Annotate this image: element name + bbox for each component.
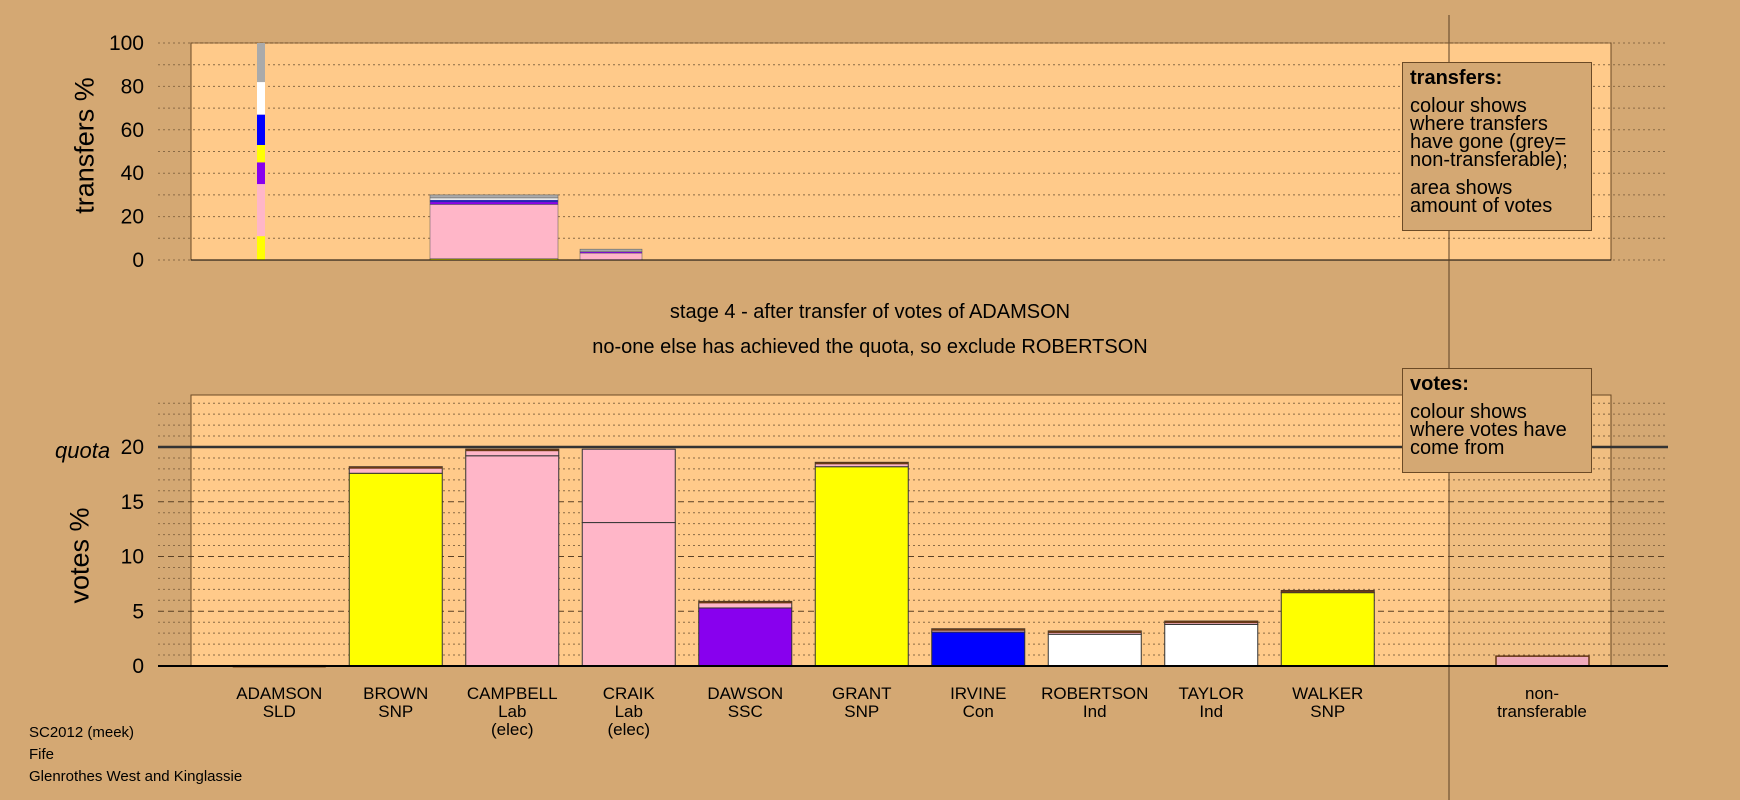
vote-bar-topline: [465, 449, 559, 452]
transfer-block-segment: [429, 197, 559, 201]
candidate-label: WALKER SNP: [1292, 684, 1364, 721]
transfer-source-segment: [257, 236, 265, 260]
transfer-source-segment: [257, 82, 265, 115]
transfer-block-segment: [579, 248, 643, 253]
stage-title: stage 4 - after transfer of votes of ADA…: [669, 301, 1071, 323]
transfers-axis-title: transfers %: [69, 77, 100, 214]
transfers-tick-label: 0: [132, 249, 144, 272]
transfer-block-segment: [429, 194, 559, 199]
transfers-tick-label: 100: [109, 32, 144, 55]
candidate-label: TAYLOR Ind: [1178, 684, 1245, 721]
vote-bar-base: [348, 472, 443, 667]
transfer-source-segment: [257, 43, 265, 83]
vote-bar-topline: [1164, 621, 1258, 624]
transfers-legend-line1: colour shows where transfers have gone (…: [1410, 95, 1568, 171]
votes-legend-title: votes:: [1410, 373, 1469, 395]
votes-tick-label: 15: [121, 491, 144, 514]
transfer-source-segment: [257, 184, 265, 237]
candidate-label: IRVINE Con: [950, 684, 1007, 721]
transfers-tick-label: 40: [121, 162, 144, 185]
transfer-block-segment: [429, 201, 559, 205]
candidate-label: DAWSON SSC: [707, 684, 784, 721]
quota-label: quota: [55, 438, 111, 463]
transfers-legend: transfers: colour shows where transfers …: [1402, 62, 1592, 231]
votes-legend-line1: colour shows where votes have come from: [1410, 401, 1567, 459]
transfer-source-segment: [257, 144, 265, 163]
vote-bar-topline: [815, 462, 909, 465]
votes-axis-title: votes %: [64, 507, 95, 604]
vote-bar-topline: [1048, 630, 1142, 633]
footer-election: SC2012 (meek): [29, 724, 135, 741]
vote-bar-topline: [1281, 590, 1375, 593]
vote-bar-topline: [931, 628, 1025, 631]
candidate-label: BROWN SNP: [363, 684, 429, 721]
stage-note: no-one else has achieved the quota, so e…: [592, 336, 1148, 358]
votes-legend: votes: colour shows where votes have com…: [1402, 368, 1592, 473]
vote-bar-base: [1164, 623, 1259, 667]
votes-tick-label: 10: [121, 546, 144, 569]
vote-bar-base: [465, 455, 560, 667]
transfer-block-segment: [429, 204, 559, 259]
vote-bar-base: [1280, 592, 1375, 667]
transfers-tick-label: 80: [121, 75, 144, 98]
non-transferable-label: non- transferable: [1497, 684, 1587, 721]
candidate-label: ROBERTSON Ind: [1041, 684, 1149, 721]
vote-bar-topline: [698, 601, 792, 604]
transfers-legend-line2: area shows amount of votes: [1410, 177, 1553, 217]
candidate-label: CRAIK Lab (elec): [602, 684, 655, 739]
transfers-tick-label: 20: [121, 206, 144, 229]
vote-bar-transfers: [581, 448, 676, 524]
transfer-block-segment: [579, 252, 643, 261]
candidate-label: CAMPBELL Lab (elec): [466, 684, 558, 739]
transfer-source-segment: [257, 114, 265, 145]
candidate-label: ADAMSON SLD: [236, 684, 323, 721]
votes-tick-label: 20: [121, 436, 144, 459]
footer-council: Fife: [29, 746, 55, 763]
votes-tick-label: 0: [132, 655, 144, 678]
vote-bar-base: [931, 631, 1026, 667]
votes-tick-label: 5: [132, 600, 144, 623]
vote-bar-base: [1047, 633, 1142, 667]
transfers-legend-title: transfers:: [1410, 67, 1503, 89]
transfers-tick-label: 60: [121, 119, 144, 142]
vote-bar-topline: [349, 466, 443, 469]
vote-bar-base: [814, 466, 909, 667]
vote-bar-base: [581, 522, 676, 667]
candidate-label: GRANT SNP: [832, 684, 892, 721]
footer-ward: Glenrothes West and Kinglassie: [29, 768, 243, 785]
transfer-source-segment: [257, 162, 265, 185]
vote-bar-base: [698, 607, 793, 667]
transfer-block-segment: [429, 199, 559, 203]
